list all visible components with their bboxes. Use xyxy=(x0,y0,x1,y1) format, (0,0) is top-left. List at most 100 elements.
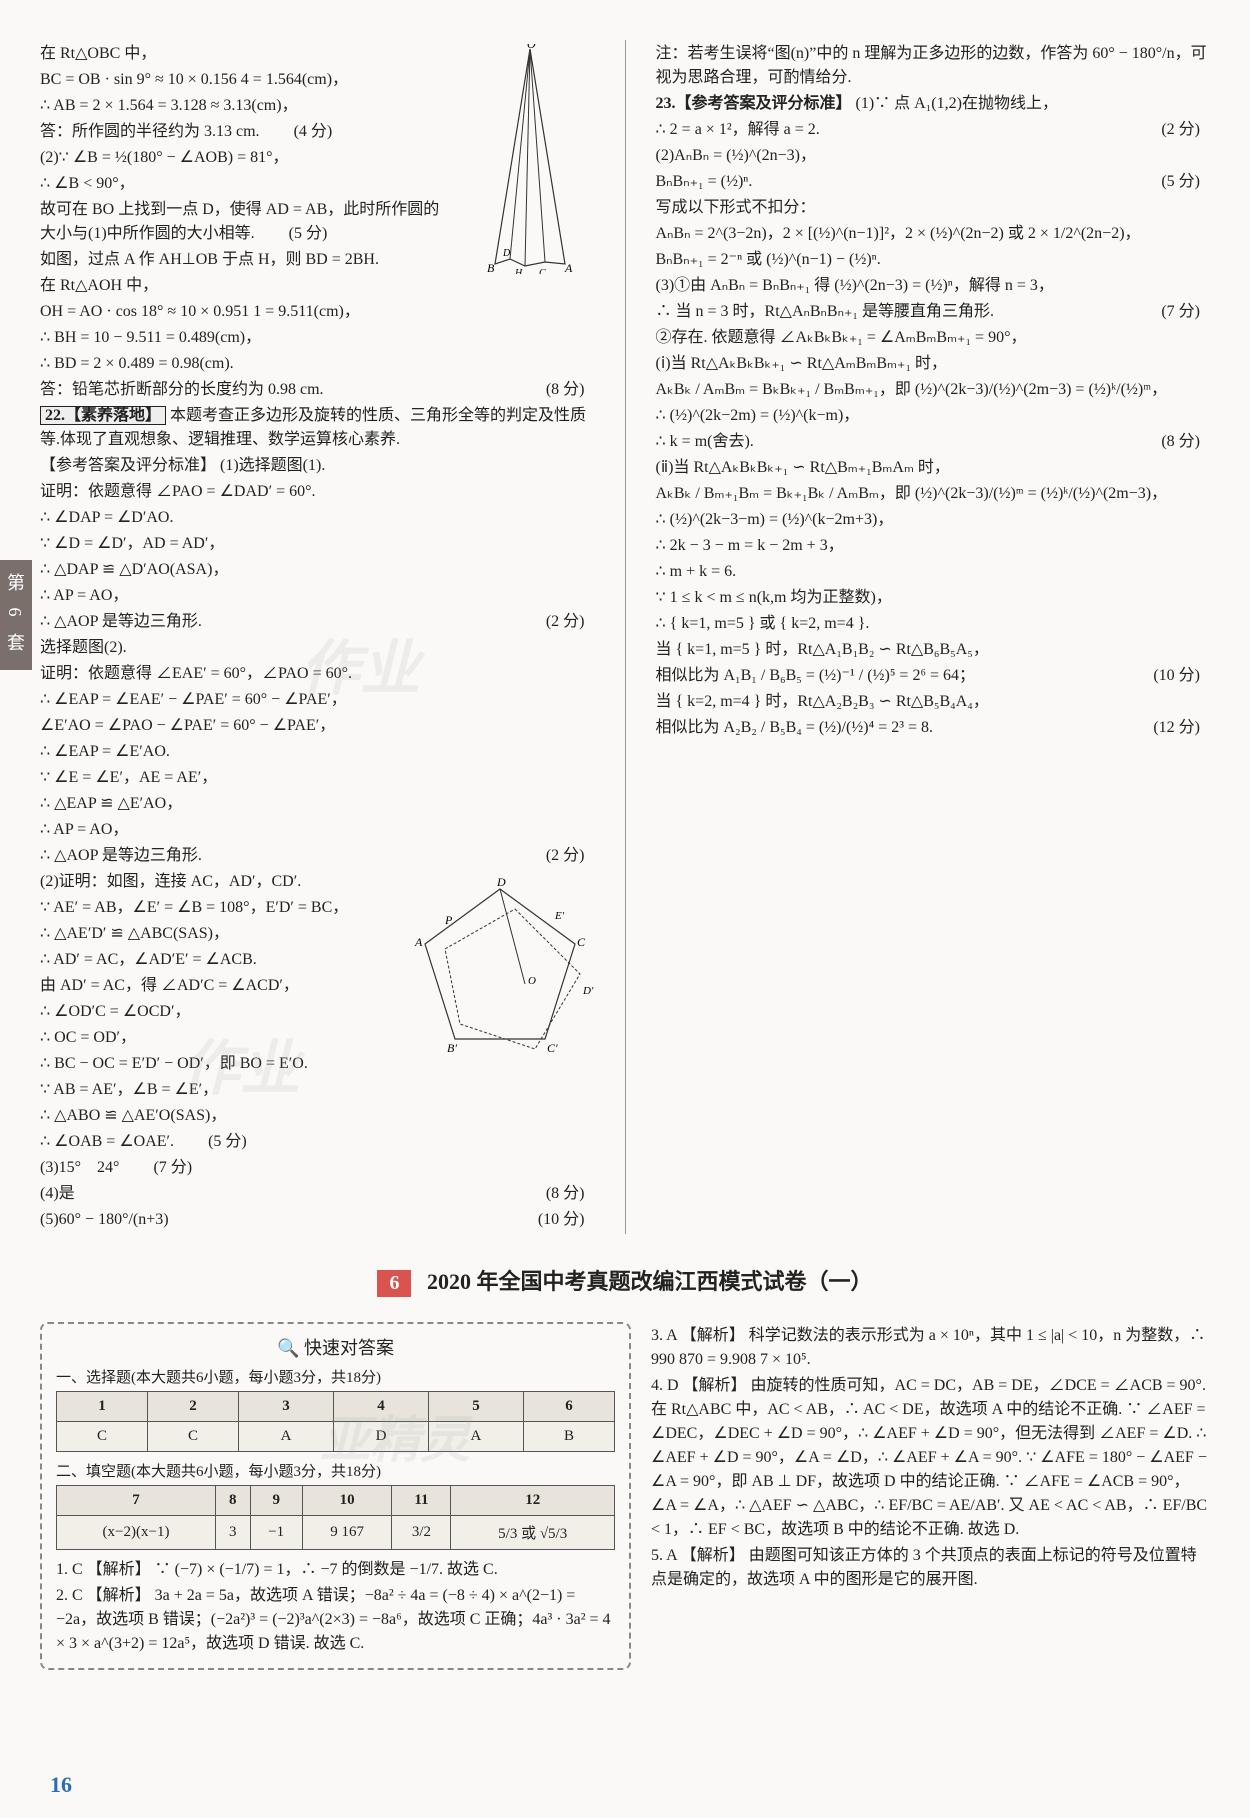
math-line: 当 { k=1, m=5 } 时，Rt△A₁B₁B₂ ∽ Rt△B₆B₅A₅， xyxy=(656,638,1211,662)
right-column: 注：若考生误将“图(n)”中的 n 理解为正多边形的边数，作答为 60° − 1… xyxy=(656,40,1211,1234)
math-line: ∴ BD = 2 × 0.489 = 0.98(cm). xyxy=(40,352,595,376)
math-line: 在 Rt△AOH 中， xyxy=(40,274,595,298)
proof-line: ∴ AP = AO， xyxy=(40,584,595,608)
math-line: ∵ 1 ≤ k < m ≤ n(k,m 均为正整数)， xyxy=(656,586,1211,610)
section-title-text: 2020 年全国中考真题改编江西模式试卷（一） xyxy=(427,1269,873,1294)
triangle-figure-1: O B D H C A xyxy=(465,44,595,274)
fb-answer-table: 7 8 9 10 11 12 (x−2)(x−1) 3 −1 9 167 3/2… xyxy=(56,1485,615,1550)
score-marker: (12 分) xyxy=(1153,716,1200,740)
lower-two-column: 🔍 快速对答案 一、选择题(本大题共6小题，每小题3分，共18分) 1 2 3 … xyxy=(40,1322,1210,1670)
svg-text:O: O xyxy=(528,975,536,987)
math-line: 当 { k=2, m=4 } 时，Rt△A₂B₂B₃ ∽ Rt△B₅B₄A₄， xyxy=(656,690,1211,714)
choice2-label: 选择题图(2). xyxy=(40,636,595,660)
answer-cell: D xyxy=(334,1422,429,1452)
analysis-line: 1. C 【解析】 ∵ (−7) × (−1/7) = 1，∴ −7 的倒数是 … xyxy=(56,1558,615,1582)
answer-cell: C xyxy=(57,1422,148,1452)
fb-section-title: 二、填空题(本大题共6小题，每小题3分，共18分) xyxy=(56,1460,615,1481)
analysis-line: 4. D 【解析】 由旋转的性质可知，AC = DC，AB = DE，∠DCE … xyxy=(651,1374,1210,1542)
math-line: AₖBₖ / Bₘ₊₁Bₘ = Bₖ₊₁Bₖ / AₘBₘ，即 (½)^(2k−… xyxy=(656,482,1211,506)
math-line: ②存在. 依题意得 ∠AₖBₖBₖ₊₁ = ∠AₘBₘBₘ₊₁ = 90°， xyxy=(656,326,1211,350)
col-header: 12 xyxy=(451,1486,615,1516)
score-marker: (4 分) xyxy=(294,120,333,144)
svg-text:D: D xyxy=(502,248,511,259)
proof-line: ∵ ∠D = ∠D′，AD = AD′， xyxy=(40,532,595,556)
proof-line: ∵ ∠E = ∠E′，AE = AE′， xyxy=(40,766,595,790)
note-line: 写成以下形式不扣分： xyxy=(656,196,1211,220)
q22-ref: 【参考答案及评分标准】 (1)选择题图(1). xyxy=(40,454,595,478)
part5-line: (5)60° − 180°/(n+3) (10 分) xyxy=(40,1208,595,1232)
score-marker: (7 分) xyxy=(153,1156,192,1180)
col-header: 10 xyxy=(302,1486,392,1516)
mc-section-title: 一、选择题(本大题共6小题，每小题3分，共18分) xyxy=(56,1366,615,1387)
col-header: 4 xyxy=(334,1392,429,1422)
svg-text:O: O xyxy=(527,44,536,51)
answer-cell: A xyxy=(428,1422,523,1452)
math-line: (2)AₙBₙ = (½)^(2n−3)， xyxy=(656,144,1211,168)
math-line: AₙBₙ = 2^(3−2n)，2 × [(½)^(n−1)]²，2 × (½)… xyxy=(656,222,1211,246)
col-header: 7 xyxy=(57,1486,216,1516)
text: ∴ k = m(舍去). xyxy=(656,433,754,450)
col-header: 3 xyxy=(239,1392,334,1422)
proof-line: ∠E′AO = ∠PAO − ∠PAE′ = 60° − ∠PAE′， xyxy=(40,714,595,738)
proof-line: ∴ △DAP ≌ △D′AO(ASA)， xyxy=(40,558,595,582)
col-header: 11 xyxy=(392,1486,451,1516)
text: 答：所作圆的半径约为 3.13 cm. xyxy=(40,123,260,140)
text: ∴ △AOP 是等边三角形. xyxy=(40,613,202,630)
text: ∴ ∠OAB = ∠OAE′. xyxy=(40,1133,174,1150)
answer-cell: C xyxy=(148,1422,239,1452)
proof-line: 证明：依题意得 ∠PAO = ∠DAD′ = 60°. xyxy=(40,480,595,504)
math-line: ∴ BH = 10 − 9.511 = 0.489(cm)， xyxy=(40,326,595,350)
pentagon-figure: D C C′ B′ A P O E′ D′ xyxy=(405,874,595,1064)
score-marker: (8 分) xyxy=(1161,430,1200,454)
part3-line: (3)15° 24° (7 分) xyxy=(40,1156,595,1180)
page-number: 16 xyxy=(50,1772,72,1798)
proof-line: 证明：依题意得 ∠EAE′ = 60°，∠PAO = 60°. xyxy=(40,662,595,686)
text: 故可在 BO 上找到一点 D，使得 AD = AB，此时所作圆的大小与(1)中所… xyxy=(40,201,439,242)
col-header: 8 xyxy=(216,1486,251,1516)
svg-text:A: A xyxy=(564,261,573,274)
note-line: 注：若考生误将“图(n)”中的 n 理解为正多边形的边数，作答为 60° − 1… xyxy=(656,42,1211,90)
proof-line: ∴ ∠EAP = ∠E′AO. xyxy=(40,740,595,764)
score-marker: (5 分) xyxy=(208,1130,247,1154)
math-line: BₙBₙ₊₁ = (½)ⁿ. (5 分) xyxy=(656,170,1211,194)
svg-text:P: P xyxy=(444,913,453,927)
upper-two-column: O B D H C A 在 Rt△OBC 中， BC = OB · sin 9°… xyxy=(40,40,1210,1234)
text: 相似比为 A₂B₂ / B₅B₄ = (½)/(½)⁴ = 2³ = 8. xyxy=(656,719,934,736)
math-line: (3)①由 AₙBₙ = BₙBₙ₊₁ 得 (½)^(2n−3) = (½)ⁿ，… xyxy=(656,274,1211,298)
col-header: 5 xyxy=(428,1392,523,1422)
text: (4)是 xyxy=(40,1185,75,1202)
math-line: (ⅰ)当 Rt△AₖBₖBₖ₊₁ ∽ Rt△AₘBₘBₘ₊₁ 时， xyxy=(656,352,1211,376)
math-line: ∴ 当 n = 3 时，Rt△AₙBₙBₙ₊₁ 是等腰直角三角形. (7 分) xyxy=(656,300,1211,324)
score-marker: (2 分) xyxy=(1161,118,1200,142)
text: (1)∵ 点 A₁(1,2)在抛物线上， xyxy=(856,95,1058,112)
table-row: 7 8 9 10 11 12 xyxy=(57,1486,615,1516)
score-marker: (8 分) xyxy=(546,1182,585,1206)
svg-text:D′: D′ xyxy=(582,985,594,997)
math-line: ∴ 2k − 3 − m = k − 2m + 3， xyxy=(656,534,1211,558)
score-marker: (5 分) xyxy=(289,222,328,246)
answer-cell: 3/2 xyxy=(392,1516,451,1550)
analysis-column: 3. A 【解析】 科学记数法的表示形式为 a × 10ⁿ，其中 1 ≤ |a|… xyxy=(651,1322,1210,1670)
svg-text:H: H xyxy=(514,268,523,274)
math-line: 相似比为 A₁B₁ / B₆B₅ = (½)⁻¹ / (½)⁵ = 2⁶ = 6… xyxy=(656,664,1211,688)
score-marker: (2 分) xyxy=(546,844,585,868)
svg-text:E′: E′ xyxy=(554,910,565,922)
math-line: BₙBₙ₊₁ = 2⁻ⁿ 或 (½)^(n−1) − (½)ⁿ. xyxy=(656,248,1211,272)
answer-cell: 3 xyxy=(216,1516,251,1550)
analysis-line: 5. A 【解析】 由题图可知该正方体的 3 个共顶点的表面上标记的符号及位置特… xyxy=(651,1544,1210,1592)
proof-line: ∴ AP = AO， xyxy=(40,818,595,842)
score-marker: (7 分) xyxy=(1161,300,1200,324)
math-line: (ⅱ)当 Rt△AₖBₖBₖ₊₁ ∽ Rt△Bₘ₊₁BₘAₘ 时， xyxy=(656,456,1211,480)
section-6-title: 6 2020 年全国中考真题改编江西模式试卷（一） xyxy=(40,1264,1210,1297)
svg-text:B: B xyxy=(487,261,495,274)
answer-cell: 9 167 xyxy=(302,1516,392,1550)
text: (3)15° 24° xyxy=(40,1159,119,1176)
table-row: 1 2 3 4 5 6 xyxy=(57,1392,615,1422)
answer-cell: 5/3 或 √5/3 xyxy=(451,1516,615,1550)
math-line: ∴ m + k = 6. xyxy=(656,560,1211,584)
score-marker: (10 分) xyxy=(1153,664,1200,688)
svg-text:B′: B′ xyxy=(447,1041,457,1055)
quick-answer-box: 🔍 快速对答案 一、选择题(本大题共6小题，每小题3分，共18分) 1 2 3 … xyxy=(40,1322,631,1670)
answer-cell: −1 xyxy=(250,1516,302,1550)
score-marker: (2 分) xyxy=(546,610,585,634)
